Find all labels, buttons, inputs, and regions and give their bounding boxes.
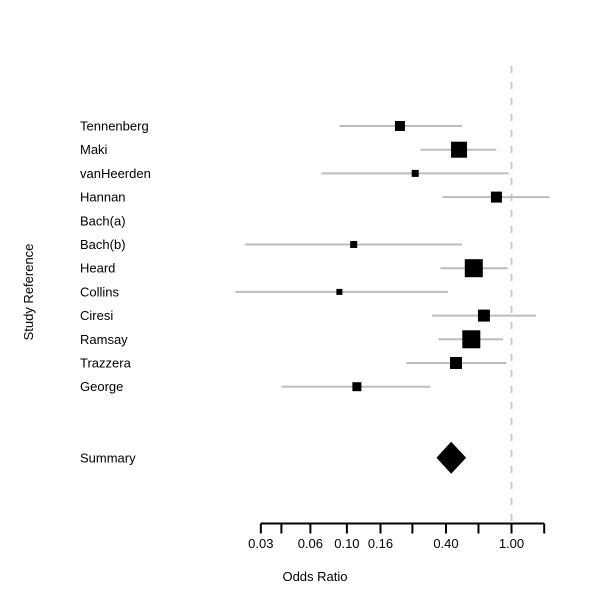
effect-box xyxy=(490,191,502,203)
x-tick-label: 0.40 xyxy=(433,536,458,551)
effect-box xyxy=(411,169,419,177)
x-tick-label: 1.00 xyxy=(499,536,524,551)
effect-box xyxy=(352,382,362,392)
x-tick-label: 0.10 xyxy=(334,536,359,551)
effect-box xyxy=(336,288,343,295)
study-label: Maki xyxy=(80,142,108,157)
study-label: Heard xyxy=(80,261,115,276)
study-label: Collins xyxy=(80,284,120,299)
study-label: George xyxy=(80,379,123,394)
effect-box xyxy=(477,309,490,322)
study-label: Bach(b) xyxy=(80,237,126,252)
effect-box xyxy=(350,241,358,248)
x-tick-label: 0.03 xyxy=(248,536,273,551)
study-label: Ramsay xyxy=(80,332,128,347)
x-tick-label: 0.16 xyxy=(368,536,393,551)
x-tick-label: 0.06 xyxy=(298,536,323,551)
effect-box xyxy=(451,141,468,158)
effect-box xyxy=(394,121,405,131)
study-label: Hannan xyxy=(80,190,126,205)
x-axis-title: Odds Ratio xyxy=(282,569,348,584)
y-axis-title: Study Reference xyxy=(21,243,36,341)
study-label: Trazzera xyxy=(80,356,132,371)
summary-diamond xyxy=(436,441,467,474)
effect-box xyxy=(449,357,462,369)
study-label: vanHeerden xyxy=(80,166,151,181)
summary-label: Summary xyxy=(80,450,136,465)
study-label: Tennenberg xyxy=(80,119,149,134)
study-label: Bach(a) xyxy=(80,213,126,228)
study-label: Ciresi xyxy=(80,308,113,323)
effect-box xyxy=(462,330,481,349)
effect-box xyxy=(464,259,483,278)
